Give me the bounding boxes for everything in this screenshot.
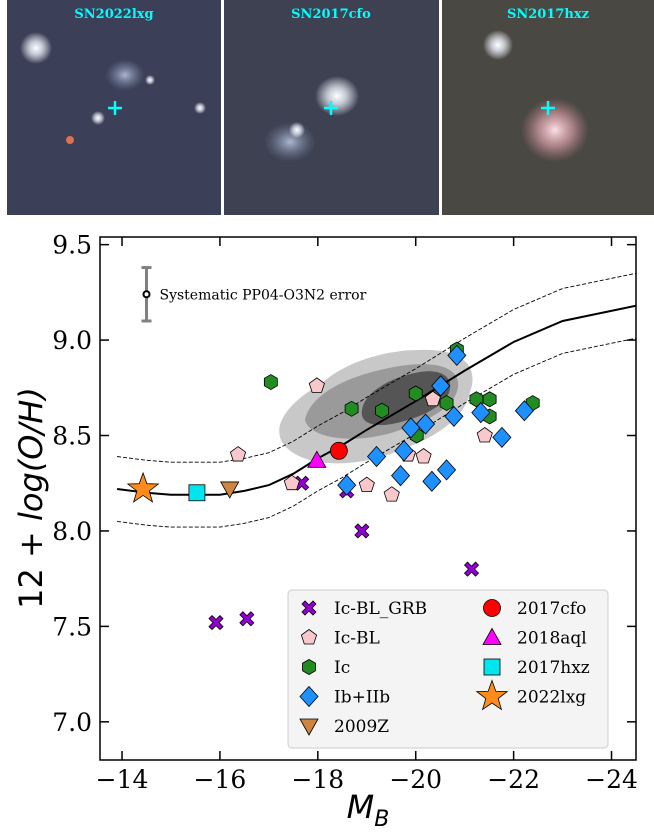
- data-point: [482, 391, 497, 408]
- fit-curve: [117, 272, 637, 463]
- fit-curve: [117, 337, 637, 528]
- x-axis-label: MB: [347, 788, 390, 832]
- legend-marker: [475, 679, 509, 711]
- galaxy: [521, 98, 589, 162]
- data-point: [307, 450, 327, 468]
- data-point: [367, 445, 387, 468]
- plot-frame: [99, 236, 637, 761]
- legend-label: 2017hxz: [517, 658, 590, 678]
- data-point: [394, 440, 414, 462]
- star: [145, 75, 155, 85]
- x-axis-label-main: M: [347, 788, 375, 826]
- data-point: [476, 427, 493, 443]
- legend-marker: [300, 629, 318, 645]
- data-point: [344, 400, 359, 417]
- legend-marker: [483, 658, 501, 676]
- legend-label: 2022lxg: [517, 688, 586, 708]
- data-point: [337, 474, 357, 496]
- galaxy: [289, 122, 305, 138]
- sn-position: [108, 101, 555, 115]
- y-tick-label: 8.5: [52, 422, 92, 451]
- legend-label: Ib+IIb: [334, 688, 390, 708]
- data-point: [375, 402, 389, 419]
- data-point: [126, 471, 160, 503]
- data-point: [415, 448, 432, 464]
- x-axis-label-sub: B: [374, 807, 389, 832]
- x-tick-label: −18: [291, 765, 344, 794]
- image-label: SN2017hxz: [507, 7, 589, 22]
- data-point: [424, 390, 441, 407]
- plot: Systematic PP04-O3N2 error −14 −16 −18 −20 −2…: [12, 231, 638, 832]
- data-point: [308, 377, 325, 393]
- data-point: [383, 486, 400, 502]
- data-point: [439, 395, 454, 412]
- data-point: [283, 474, 300, 491]
- image-panels: [7, 0, 654, 215]
- annotation: Systematic PP04-O3N2 error: [160, 287, 367, 303]
- data-point: [391, 464, 411, 487]
- data-point: [444, 405, 464, 428]
- data-point: [188, 484, 206, 502]
- data-point: [263, 374, 278, 391]
- image-label: SN2017cfo: [291, 7, 371, 22]
- star: [483, 30, 513, 60]
- data-point: [437, 459, 457, 481]
- data-point: [415, 413, 436, 435]
- data-point: [208, 615, 224, 631]
- y-axis-label: 12 + log(O/H): [12, 387, 50, 609]
- data-point: [329, 441, 348, 460]
- error-point: [142, 290, 151, 299]
- data-point: [408, 385, 423, 402]
- legend-label: 2017cfo: [517, 599, 586, 619]
- y-tick-label: 8.0: [52, 517, 92, 546]
- data-point: [463, 561, 480, 577]
- star: [194, 102, 206, 114]
- legend-label: 2009Z: [334, 717, 389, 737]
- x-tick-label: −14: [96, 765, 149, 794]
- x-tick-label: −24: [585, 765, 638, 794]
- x-tick-label: −22: [487, 765, 540, 794]
- data-point: [220, 481, 240, 499]
- image-label: SN2022lxg: [74, 7, 153, 22]
- legend-marker: [483, 599, 501, 617]
- y-tick-label: 7.0: [52, 708, 92, 737]
- y-tick-label: 7.5: [52, 612, 92, 641]
- legend-label: Ic-BL: [334, 629, 380, 649]
- fit-curve: [116, 304, 637, 496]
- data-point: [354, 523, 370, 539]
- data-point: [514, 400, 534, 422]
- data-point: [422, 470, 442, 492]
- legend-box: [287, 589, 609, 749]
- data-point: [229, 446, 247, 462]
- data-point: [431, 375, 451, 397]
- legend-marker: [301, 600, 317, 616]
- data-point: [471, 402, 491, 424]
- legend-label: Ic-BL_GRB: [334, 599, 427, 619]
- y-tick-label: 9.5: [52, 231, 92, 260]
- y-axis-label-italic: log(O/H): [12, 387, 50, 521]
- legend-label: 2018aql: [517, 629, 587, 649]
- galaxy: [105, 59, 145, 91]
- data-point: [239, 611, 255, 627]
- star: [91, 111, 105, 125]
- galaxy: [315, 76, 359, 116]
- legend-label: Ic: [334, 658, 350, 678]
- data-point: [492, 426, 512, 449]
- legend-marker: [299, 718, 319, 736]
- data-point: [358, 476, 375, 493]
- star: [66, 136, 74, 144]
- y-tick-label: 9.0: [52, 326, 92, 355]
- y-axis-label-prefix: 12 +: [12, 521, 50, 609]
- legend-marker: [302, 659, 316, 675]
- data-point: [447, 344, 467, 366]
- x-tick-label: −20: [389, 765, 442, 794]
- star: [20, 32, 52, 64]
- x-tick-label: −16: [194, 765, 247, 794]
- legend-marker: [299, 685, 319, 708]
- legend-marker: [482, 627, 502, 645]
